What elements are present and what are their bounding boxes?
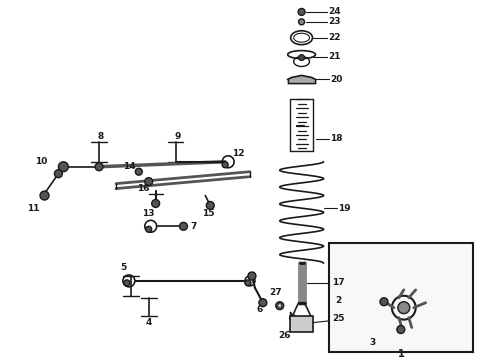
Text: 21: 21 [328, 52, 341, 61]
Circle shape [146, 226, 152, 232]
Circle shape [95, 163, 103, 171]
Text: 6: 6 [257, 305, 263, 314]
Text: 19: 19 [338, 204, 351, 213]
Text: 11: 11 [27, 204, 40, 213]
Bar [290, 316, 314, 333]
Text: 25: 25 [332, 314, 345, 323]
Circle shape [298, 19, 305, 25]
Text: 27: 27 [270, 288, 282, 297]
Text: 16: 16 [138, 184, 150, 193]
Circle shape [124, 280, 130, 286]
Text: 1: 1 [397, 349, 404, 359]
Circle shape [397, 325, 405, 333]
Text: 13: 13 [143, 209, 155, 218]
Circle shape [58, 162, 68, 172]
Circle shape [298, 55, 305, 60]
Text: 26: 26 [278, 331, 291, 340]
Text: 24: 24 [328, 8, 341, 17]
Circle shape [152, 199, 160, 207]
Text: 10: 10 [35, 157, 48, 166]
Text: 17: 17 [332, 278, 345, 287]
Text: 14: 14 [122, 162, 135, 171]
Text: 4: 4 [146, 318, 152, 327]
Text: 5: 5 [120, 264, 126, 273]
Text: 9: 9 [174, 132, 181, 141]
Circle shape [54, 170, 62, 178]
Text: 7: 7 [191, 222, 197, 231]
Bar [329, 243, 473, 352]
Text: 22: 22 [328, 33, 341, 42]
Circle shape [278, 304, 282, 308]
Circle shape [135, 168, 142, 175]
Text: 12: 12 [232, 149, 245, 158]
Text: 15: 15 [202, 209, 215, 218]
Circle shape [40, 191, 49, 200]
Circle shape [222, 162, 228, 168]
Text: 23: 23 [328, 17, 341, 26]
Circle shape [380, 298, 388, 306]
Circle shape [298, 8, 305, 15]
Circle shape [259, 299, 267, 307]
Text: 18: 18 [330, 134, 343, 143]
Circle shape [276, 302, 284, 310]
Circle shape [179, 222, 188, 230]
Text: 20: 20 [330, 75, 343, 84]
Circle shape [145, 178, 153, 186]
Circle shape [248, 272, 256, 280]
Circle shape [206, 202, 214, 210]
Circle shape [398, 302, 410, 314]
Circle shape [290, 315, 295, 321]
Text: 2: 2 [335, 296, 342, 305]
Text: 8: 8 [98, 132, 104, 141]
Circle shape [245, 280, 251, 286]
Text: 3: 3 [369, 338, 375, 347]
